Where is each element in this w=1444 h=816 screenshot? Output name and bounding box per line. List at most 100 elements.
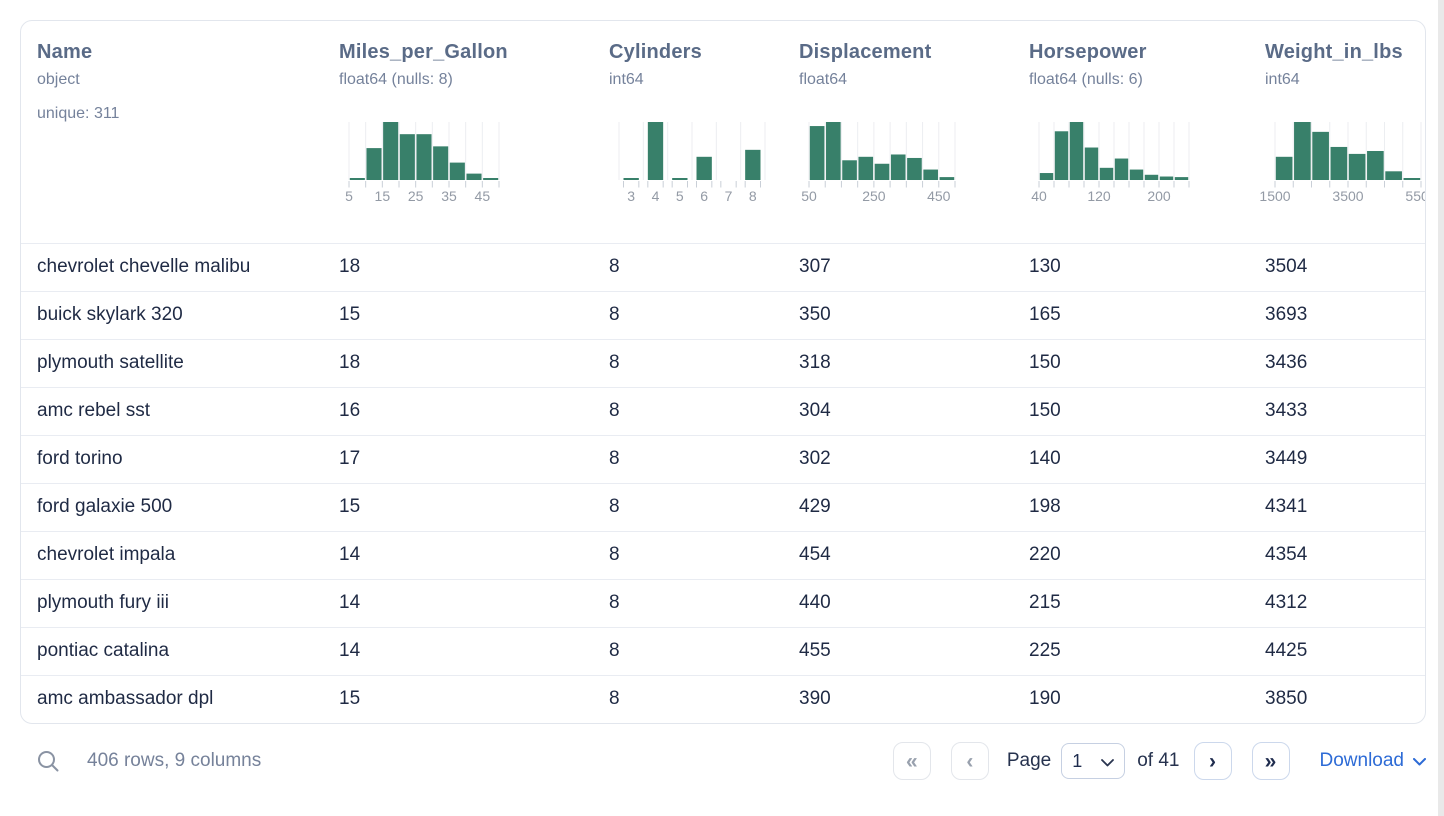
table-cell: 15 [339,496,361,517]
prev-page-button[interactable]: ‹ [950,742,989,780]
table-cell: 18 [339,256,361,277]
table-cell: 130 [1029,256,1061,277]
column-histogram: 40 120 200 [1031,122,1190,204]
histogram-tick-label: 250 [862,188,886,204]
table-row: amc rebel sst 16 8 304 150 3433 [21,387,1425,435]
table-cell: 14 [339,592,361,613]
table-cell: 4341 [1265,496,1308,517]
column-unique-count: unique: 311 [37,105,120,122]
table-cell: 302 [799,448,831,469]
data-table-card: Name object unique: 311 Miles_per_Gallon flo… [20,20,1426,724]
table-cell: 8 [609,352,620,373]
histogram-tick-label: 200 [1147,188,1171,204]
table-cell: 8 [609,256,620,277]
table-cell: plymouth satellite [37,352,184,373]
table-cell: 454 [799,544,831,565]
table-cell: 455 [799,640,831,661]
table-cell: 3850 [1265,688,1308,709]
table-cell: 440 [799,592,831,613]
table-cell: 3433 [1265,400,1308,421]
table-cell: 17 [339,448,361,469]
column-header-miles-per-gallon: Miles_per_Gallon float64 (nulls: 8) 5 15 25 3… [339,21,609,243]
column-header-horsepower: Horsepower float64 (nulls: 6) 40 120 200 [1029,21,1265,243]
histogram-tick-label: 35 [441,188,457,204]
page-total-label: of 41 [1137,750,1180,771]
table-footer: 406 rows, 9 columns « ‹ Page 1 of 41 › »… [20,742,1426,780]
histogram-tick-label: 6 [700,188,708,204]
table-cell: 150 [1029,352,1061,373]
table-cell: 8 [609,496,620,517]
row-count-label: 406 rows, 9 columns [87,750,262,771]
table-cell: 3504 [1265,256,1308,277]
footer-summary: 406 rows, 9 columns [36,749,261,774]
table-cell: 3449 [1265,448,1308,469]
histogram-tick-label: 40 [1031,188,1047,204]
table-cell: 190 [1029,688,1061,709]
column-type: int64 [1265,71,1300,88]
chevron-down-icon [1413,750,1426,772]
column-title: Miles_per_Gallon [339,41,508,63]
table-cell: ford torino [37,448,123,469]
column-header-cylinders: Cylinders int64 3 4 5 6 7 8 [609,21,799,243]
column-title: Displacement [799,41,932,63]
chevron-down-icon [1101,751,1115,772]
histogram-tick-label: 5 [345,188,353,204]
table-cell: 8 [609,592,620,613]
column-title: Name [37,41,93,63]
column-title: Cylinders [609,41,702,63]
table-cell: 15 [339,304,361,325]
table-cell: 220 [1029,544,1061,565]
table-row: amc ambassador dpl 15 8 390 190 3850 [21,675,1425,723]
table-cell: 8 [609,544,620,565]
table-row: ford torino 17 8 302 140 3449 [21,435,1425,483]
table-cell: 15 [339,688,361,709]
table-cell: 4354 [1265,544,1308,565]
download-label: Download [1319,750,1405,771]
table-cell: 14 [339,544,361,565]
page-select-value: 1 [1072,750,1083,771]
histogram-tick-label: 5500 [1405,188,1426,204]
table-cell: 8 [609,400,620,421]
histogram-tick-label: 5 [676,188,684,204]
histogram-tick-label: 450 [927,188,951,204]
table-cell: 14 [339,640,361,661]
last-page-button[interactable]: » [1251,742,1290,780]
next-page-button[interactable]: › [1193,742,1232,780]
download-button[interactable]: Download [1319,750,1426,772]
table-cell: 16 [339,400,361,421]
table-cell: ford galaxie 500 [37,496,173,517]
table-cell: 225 [1029,640,1061,661]
table-cell: 318 [799,352,831,373]
table-row: ford galaxie 500 15 8 429 198 4341 [21,483,1425,531]
table-row: plymouth satellite 18 8 318 150 3436 [21,339,1425,387]
page-select[interactable]: 1 [1061,743,1126,779]
chevron-left-icon: ‹ [966,749,974,773]
table-cell: 350 [799,304,831,325]
table-cell: 8 [609,688,620,709]
table-row: plymouth fury iii 14 8 440 215 4312 [21,579,1425,627]
table-cell: 4312 [1265,592,1308,613]
table-cell: 140 [1029,448,1061,469]
table-cell: 304 [799,400,831,421]
histogram-tick-label: 45 [475,188,491,204]
table-cell: 215 [1029,592,1061,613]
table-cell: 429 [799,496,831,517]
first-page-button[interactable]: « [892,742,931,780]
histogram-tick-label: 120 [1087,188,1111,204]
histogram-tick-label: 50 [801,188,817,204]
table-row: buick skylark 320 15 8 350 165 3693 [21,291,1425,339]
pagination: « ‹ Page 1 of 41 › » Download [892,742,1426,780]
histogram-tick-label: 15 [375,188,391,204]
header-row: Name object unique: 311 Miles_per_Gallon flo… [21,21,1425,243]
histogram-tick-label: 3 [627,188,635,204]
table-cell: 150 [1029,400,1061,421]
table-row: pontiac catalina 14 8 455 225 4425 [21,627,1425,675]
table-cell: 198 [1029,496,1061,517]
column-type: float64 (nulls: 6) [1029,71,1143,88]
scrollbar-track[interactable] [1438,0,1444,816]
table-cell: chevrolet chevelle malibu [37,256,251,277]
table-row: chevrolet chevelle malibu 18 8 307 130 3504 [21,243,1425,291]
search-icon[interactable] [36,749,61,774]
column-header-displacement: Displacement float64 50 250 450 [799,21,1029,243]
